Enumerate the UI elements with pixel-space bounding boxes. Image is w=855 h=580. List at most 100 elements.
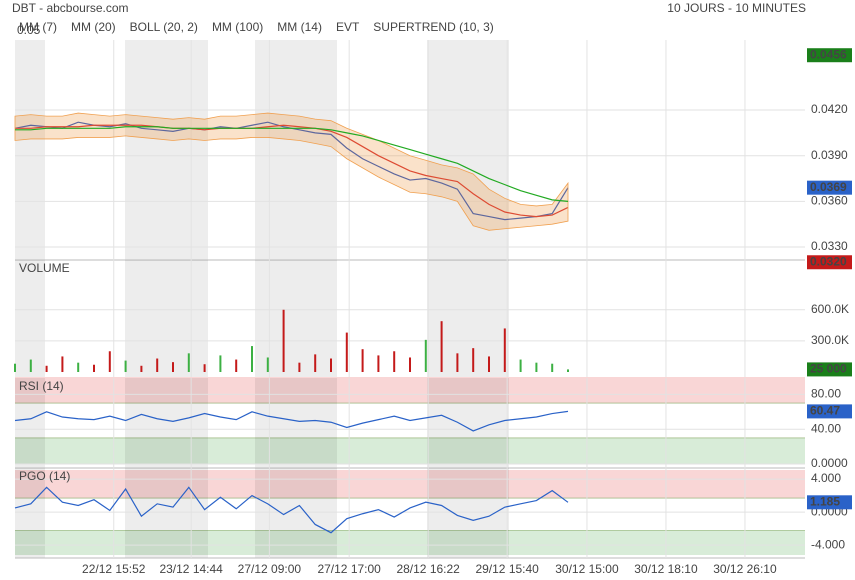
volume-bar: [61, 356, 64, 372]
volume-bar: [203, 364, 206, 372]
y-tick-label: 40.00: [811, 421, 841, 435]
volume-bar: [377, 355, 380, 372]
value-badge: [807, 362, 852, 377]
legend-entry: EVT: [336, 20, 360, 34]
legend-entry: SUPERTREND (10, 3): [373, 20, 493, 34]
value-badge: [807, 255, 852, 270]
volume-bar: [172, 362, 174, 372]
volume-bar: [314, 354, 317, 372]
volume-bar: [345, 332, 348, 372]
volume-bar: [282, 309, 285, 372]
session-shade: [15, 40, 45, 260]
y-tick-label: 0.0360: [811, 194, 848, 208]
x-tick-label: 28/12 16:22: [396, 562, 460, 576]
volume-bar: [409, 357, 411, 372]
legend-entry: MM (14): [277, 20, 322, 34]
volume-bar: [567, 369, 569, 372]
value-badge-label: 25 000: [810, 362, 847, 376]
volume-bar: [266, 357, 269, 372]
legend-entry: MM (7): [19, 20, 57, 34]
x-tick-label: 29/12 15:40: [475, 562, 539, 576]
volume-bar: [472, 348, 475, 372]
volume-bar: [488, 356, 490, 372]
series-line: [15, 124, 569, 218]
session-shade: [125, 378, 208, 468]
volume-bar: [124, 360, 127, 372]
session-shade: [15, 468, 45, 558]
y-tick-label: 0.0420: [811, 102, 848, 116]
value-badge-label: 0.0456: [810, 47, 847, 61]
session-shade: [255, 378, 337, 468]
volume-bar: [424, 339, 427, 372]
volume-bar: [330, 358, 332, 372]
legend-entry: MM (20): [71, 20, 116, 34]
period: 10 JOURS - 10 MINUTES: [667, 1, 806, 15]
x-tick-label: 22/12 15:52: [82, 562, 146, 576]
volume-bar: [535, 362, 538, 372]
value-badge: [807, 180, 852, 195]
volume-bar: [219, 355, 222, 372]
panel-title: PGO (14): [19, 469, 70, 483]
value-badge: [807, 495, 852, 510]
y-tick-label: 4.000: [811, 471, 841, 485]
volume-bar: [251, 346, 253, 372]
volume-bar: [187, 353, 190, 372]
volume-bar: [361, 349, 364, 372]
series-line: [14, 410, 569, 432]
session-shade: [427, 468, 509, 558]
corner-label: 0.05: [17, 23, 41, 37]
legend-entry: BOLL (20, 2): [130, 20, 198, 34]
volume-bar: [519, 359, 522, 372]
volume-bar: [29, 359, 32, 372]
volume-bar: [440, 321, 443, 372]
x-tick-label: 27/12 17:00: [317, 562, 381, 576]
session-shade: [255, 468, 337, 558]
y-tick-label: 80.00: [811, 387, 841, 401]
value-badge: [807, 48, 852, 63]
volume-bar: [156, 358, 159, 372]
volume-bar: [93, 364, 95, 372]
volume-bar: [140, 365, 143, 372]
x-tick-label: 30/12 18:10: [634, 562, 698, 576]
volume-bar: [45, 365, 48, 372]
zone: [15, 437, 805, 464]
volume-bar: [551, 363, 554, 372]
zone: [15, 470, 805, 499]
session-shade: [427, 40, 509, 260]
volume-bar: [108, 351, 111, 372]
value-badge-label: 0.0320: [810, 254, 847, 268]
y-tick-label: 300.0K: [811, 333, 849, 347]
session-shade: [125, 260, 208, 378]
x-tick-label: 30/12 15:00: [555, 562, 619, 576]
volume-bar: [298, 362, 301, 372]
panel-title: RSI (14): [19, 379, 64, 393]
volume-bar: [456, 353, 459, 372]
panel-title: VOLUME: [19, 261, 70, 275]
value-badge-label: 0.0369: [810, 180, 847, 194]
value-badge: [807, 404, 852, 419]
zone: [15, 530, 805, 555]
x-tick-label: 30/12 26:10: [713, 562, 777, 576]
value-badge-label: 60.47: [810, 404, 840, 418]
y-tick-label: 0.0000: [811, 456, 848, 470]
legend-entry: MM (100): [212, 20, 263, 34]
volume-bar: [503, 328, 506, 372]
bollinger-band: [14, 112, 569, 231]
session-shade: [125, 40, 208, 260]
x-tick-label: 27/12 09:00: [238, 562, 302, 576]
session-shade: [15, 378, 45, 468]
value-badge-label: 1.185: [810, 494, 840, 508]
y-tick-label: 600.0K: [811, 302, 849, 316]
y-tick-label: 0.0390: [811, 148, 848, 162]
volume-bar: [235, 359, 238, 372]
y-tick-label: 0.0330: [811, 239, 848, 253]
x-tick-label: 23/12 14:44: [159, 562, 223, 576]
session-shade: [255, 40, 337, 260]
volume-bar: [393, 351, 396, 372]
session-shade: [427, 260, 509, 378]
series-line: [15, 126, 569, 202]
volume-bar: [14, 363, 16, 372]
y-tick-label: -4.000: [811, 537, 845, 551]
session-shade: [125, 468, 208, 558]
